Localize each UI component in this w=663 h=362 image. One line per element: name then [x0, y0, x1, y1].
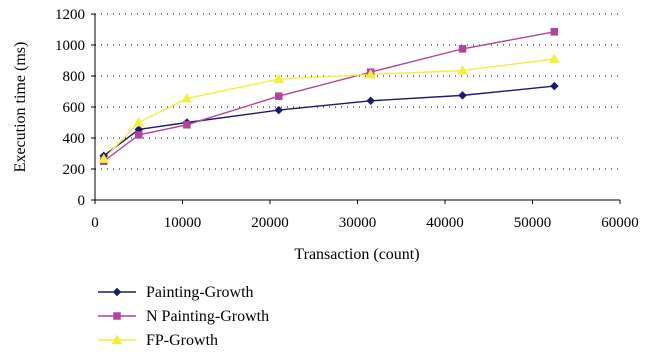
data-point-marker	[275, 92, 283, 100]
x-tick-label: 10000	[164, 215, 202, 231]
data-point-marker	[550, 81, 559, 91]
x-tick-label: 50000	[514, 215, 552, 231]
data-point-marker	[457, 65, 468, 75]
legend: Painting-Growth N Painting-Growth FP-Growt…	[98, 284, 269, 349]
legend-label: Painting-Growth	[146, 284, 254, 301]
data-point-marker	[274, 105, 284, 115]
y-tick-label: 1200	[55, 7, 85, 23]
series-line	[103, 58, 555, 160]
data-point-marker	[98, 153, 110, 163]
x-tick-label: 0	[91, 215, 99, 231]
data-point-marker	[548, 53, 560, 63]
data-point-marker	[458, 91, 467, 100]
y-tick-label: 1000	[55, 38, 85, 54]
series-line	[103, 31, 555, 162]
legend-item: FP-Growth	[98, 332, 218, 349]
series-line	[103, 85, 555, 157]
series-lines	[103, 31, 555, 162]
data-point-marker	[181, 92, 193, 103]
data-point-marker	[133, 116, 145, 127]
x-tick-label: 60000	[601, 215, 639, 231]
x-tick-label: 40000	[426, 215, 464, 231]
legend-marker	[111, 334, 123, 344]
x-tick-label: 20000	[251, 215, 289, 231]
y-tick-label: 600	[63, 100, 86, 116]
data-point-marker	[135, 131, 143, 139]
y-tick-labels: 0 200 400 600 800 1000 1200	[55, 7, 85, 209]
data-point-marker	[273, 73, 285, 84]
x-tick-label: 30000	[339, 215, 377, 231]
tick-marks	[91, 13, 621, 204]
data-point-marker	[365, 68, 377, 79]
data-point-marker	[458, 45, 467, 53]
y-tick-label: 400	[63, 131, 86, 147]
data-point-marker	[183, 121, 191, 129]
y-axis-title: Execution time (ms)	[12, 42, 29, 173]
y-tick-label: 800	[63, 69, 86, 85]
legend-label: FP-Growth	[146, 332, 218, 349]
data-point-marker	[550, 28, 559, 36]
grid-lines	[95, 13, 620, 170]
x-axis-title: Transaction (count)	[294, 246, 419, 263]
legend-marker	[112, 287, 122, 297]
legend-item: Painting-Growth	[98, 284, 254, 301]
x-tick-labels: 0 10000 20000 30000 40000 50000 60000	[91, 215, 639, 231]
y-tick-label: 200	[63, 162, 86, 178]
series-markers	[98, 28, 560, 165]
y-tick-label: 0	[78, 193, 86, 209]
legend-item: N Painting-Growth	[98, 308, 269, 325]
legend-label: N Painting-Growth	[146, 308, 269, 325]
legend-marker	[113, 312, 121, 320]
data-point-marker	[366, 96, 375, 106]
